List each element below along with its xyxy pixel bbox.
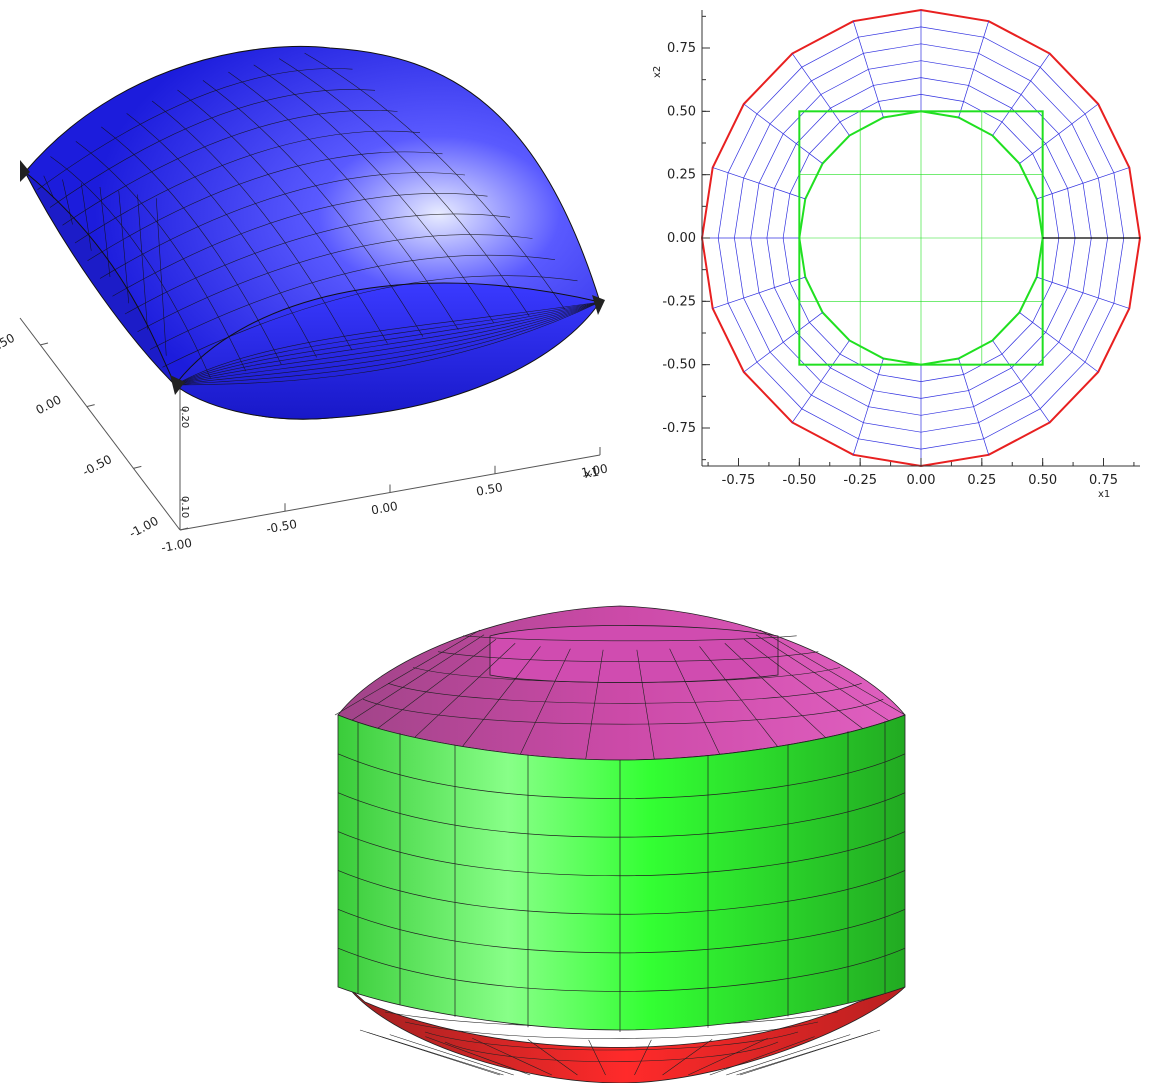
z-tick-label: 0.20 <box>179 406 190 428</box>
y-tick-label: 0.75 <box>667 41 696 56</box>
mesh-spoke <box>743 103 823 164</box>
top-inner-ring <box>489 625 779 683</box>
mesh-spoke <box>743 312 823 373</box>
mesh-spoke <box>958 21 990 118</box>
y-tick-label: -0.50 <box>662 358 696 373</box>
x-tick-label: 0.50 <box>1028 473 1057 488</box>
solid-top-cap <box>334 605 906 761</box>
x-axis-label: x1 <box>1098 489 1110 500</box>
y-tick-mark <box>39 342 49 346</box>
surface-mesh <box>20 45 605 420</box>
x-tick-label: -0.75 <box>722 473 756 488</box>
y-tick-label: -0.50 <box>80 452 114 479</box>
x-tick-label: 0.25 <box>967 473 996 488</box>
y-tick-mark <box>133 465 142 469</box>
surface-plot-3d: -1.00 -0.50 0.00 0.50 1.00 x1 -1.00 -0.50 0.00 0.… <box>0 0 640 560</box>
y-tick-label: 0.25 <box>667 168 696 183</box>
mesh-spoke <box>1036 167 1130 200</box>
z-tick-label: 0.10 <box>179 496 190 518</box>
mesh-spoke <box>852 358 884 455</box>
solid-middle-band <box>337 714 906 1032</box>
mesh-spoke <box>791 340 850 423</box>
y-tick-label: 0.00 <box>667 231 696 246</box>
x-tick-label: -1.00 <box>160 536 193 555</box>
y-tick-label: -0.75 <box>662 421 696 436</box>
corner-marker-right <box>592 295 605 315</box>
mesh-spoke <box>712 276 806 309</box>
mesh-spoke <box>852 21 884 118</box>
solid-render-svg <box>334 605 906 1084</box>
corner-marker-left <box>20 160 30 182</box>
x-tick-label: 1.00 <box>580 462 609 480</box>
y-tick-mark <box>179 527 189 531</box>
y-axis-label: x2 <box>652 66 663 78</box>
mesh-spoke <box>958 358 990 455</box>
y-tick-mark <box>86 404 95 408</box>
mesh-spoke <box>1036 276 1130 309</box>
mesh-spoke <box>992 53 1051 136</box>
y-tick-label: -1.00 <box>127 514 161 541</box>
y-tick-label: -0.25 <box>662 294 696 309</box>
y-axis-line <box>19 317 181 531</box>
x-tick-label: 0.00 <box>907 473 936 488</box>
x-tick-label: -0.50 <box>783 473 817 488</box>
x-axis-3d-label: x1 <box>583 465 600 481</box>
y-tick-label: 0.50 <box>0 331 17 356</box>
x-tick-label: 0.75 <box>1089 473 1118 488</box>
mesh-spoke <box>791 53 850 136</box>
mesh-spoke <box>1019 312 1099 373</box>
x-tick-label: -0.25 <box>843 473 877 488</box>
mesh-spoke <box>992 340 1051 423</box>
y-tick-label: 0.00 <box>34 392 64 417</box>
mesh-spoke <box>1019 103 1099 164</box>
y-tick-label: 0.50 <box>667 104 696 119</box>
x-tick-label: -0.50 <box>265 517 298 536</box>
x-tick-label: 0.00 <box>370 499 399 517</box>
corner-marker-front <box>170 375 185 395</box>
mesh-plot-svg: -0.75 -0.50 -0.25 0.00 0.25 0.50 0.75 0.75 0.50… <box>652 8 1142 500</box>
x-tick-label: 0.50 <box>475 480 504 498</box>
mesh-spoke <box>712 167 806 200</box>
mesh-plot-2d: -0.75 -0.50 -0.25 0.00 0.25 0.50 0.75 0.75 0.50… <box>640 0 1150 520</box>
solid-render-3d <box>300 590 940 1084</box>
